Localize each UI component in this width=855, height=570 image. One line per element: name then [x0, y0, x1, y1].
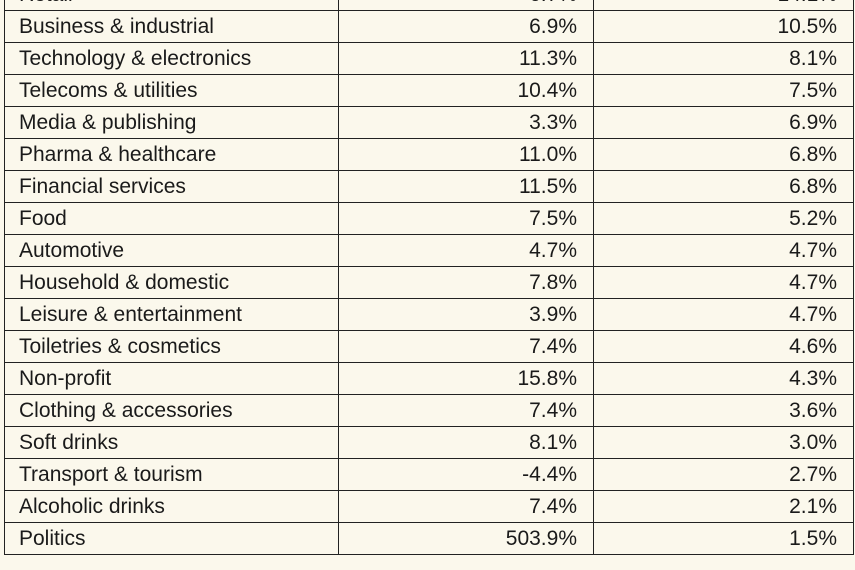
value-cell: 4.7% — [593, 266, 854, 299]
value-cell: 4.7% — [338, 234, 594, 267]
category-cell: Technology & electronics — [4, 42, 339, 75]
table-row: Retail6.7%14.1% — [4, 0, 854, 11]
table-row: Pharma & healthcare 11.0% 6.8% — [4, 138, 854, 171]
value-cell: 1.5% — [593, 522, 854, 555]
category-cell: Clothing & accessories — [4, 394, 339, 427]
category-cell: Alcoholic drinks — [4, 490, 339, 523]
value-cell: 5.2% — [593, 202, 854, 235]
table-row: Clothing & accessories 7.4% 3.6% — [4, 394, 854, 427]
category-cell: Transport & tourism — [4, 458, 339, 491]
table-row: Non-profit 15.8% 4.3% — [4, 362, 854, 395]
category-cell: Business & industrial — [4, 10, 339, 43]
value-cell: 4.3% — [593, 362, 854, 395]
table-row: Soft drinks 8.1% 3.0% — [4, 426, 854, 459]
value-cell: 4.7% — [593, 298, 854, 331]
value-cell: 3.9% — [338, 298, 594, 331]
value-cell: 503.9% — [338, 522, 594, 555]
table-row: Automotive 4.7% 4.7% — [4, 234, 854, 267]
value-cell: 8.1% — [593, 42, 854, 75]
value-cell: 6.8% — [593, 170, 854, 203]
category-cell: Politics — [4, 522, 339, 555]
table-row: Telecoms & utilities 10.4% 7.5% — [4, 74, 854, 107]
value-cell: 10.4% — [338, 74, 594, 107]
value-cell: 2.7% — [593, 458, 854, 491]
category-cell: Financial services — [4, 170, 339, 203]
category-cell: Toiletries & cosmetics — [4, 330, 339, 363]
table-row: Toiletries & cosmetics 7.4% 4.6% — [4, 330, 854, 363]
table-row: Alcoholic drinks 7.4% 2.1% — [4, 490, 854, 523]
value-cell: 7.4% — [338, 490, 594, 523]
category-cell: Food — [4, 202, 339, 235]
value-cell: -4.4% — [338, 458, 594, 491]
value-cell: 7.4% — [338, 394, 594, 427]
category-cell: Pharma & healthcare — [4, 138, 339, 171]
table-body: Retail6.7%14.1%Business & industrial6.9%… — [4, 0, 854, 555]
value-cell: 3.3% — [338, 106, 594, 139]
table-row: Media & publishing 3.3% 6.9% — [4, 106, 854, 139]
value-cell: 3.0% — [593, 426, 854, 459]
value-cell: 10.5% — [593, 10, 854, 43]
value-cell: 8.1% — [338, 426, 594, 459]
value-cell: 6.9% — [338, 10, 594, 43]
value-cell: 7.5% — [338, 202, 594, 235]
table-row: Financial services 11.5% 6.8% — [4, 170, 854, 203]
data-table: Retail6.7%14.1%Business & industrial6.9%… — [4, 0, 854, 555]
value-cell: 7.8% — [338, 266, 594, 299]
value-cell: 3.6% — [593, 394, 854, 427]
category-cell: Automotive — [4, 234, 339, 267]
value-cell: 11.3% — [338, 42, 594, 75]
category-cell: Non-profit — [4, 362, 339, 395]
value-cell: 7.4% — [338, 330, 594, 363]
category-cell: Retail — [4, 0, 339, 11]
value-cell: 14.1% — [593, 0, 854, 11]
value-cell: 4.7% — [593, 234, 854, 267]
category-cell: Soft drinks — [4, 426, 339, 459]
table-row: Technology & electronics 11.3% 8.1% — [4, 42, 854, 75]
table-row: Politics 503.9% 1.5% — [4, 522, 854, 555]
category-cell: Household & domestic — [4, 266, 339, 299]
table-row: Household & domestic 7.8% 4.7% — [4, 266, 854, 299]
value-cell: 6.9% — [593, 106, 854, 139]
value-cell: 4.6% — [593, 330, 854, 363]
category-cell: Media & publishing — [4, 106, 339, 139]
table-row: Food 7.5% 5.2% — [4, 202, 854, 235]
value-cell: 7.5% — [593, 74, 854, 107]
value-cell: 6.7% — [338, 0, 594, 11]
category-cell: Telecoms & utilities — [4, 74, 339, 107]
value-cell: 11.0% — [338, 138, 594, 171]
category-cell: Leisure & entertainment — [4, 298, 339, 331]
table-row: Leisure & entertainment 3.9% 4.7% — [4, 298, 854, 331]
table-row: Business & industrial 6.9% 10.5% — [4, 10, 854, 43]
value-cell: 2.1% — [593, 490, 854, 523]
value-cell: 11.5% — [338, 170, 594, 203]
value-cell: 6.8% — [593, 138, 854, 171]
value-cell: 15.8% — [338, 362, 594, 395]
table-row: Transport & tourism -4.4% 2.7% — [4, 458, 854, 491]
